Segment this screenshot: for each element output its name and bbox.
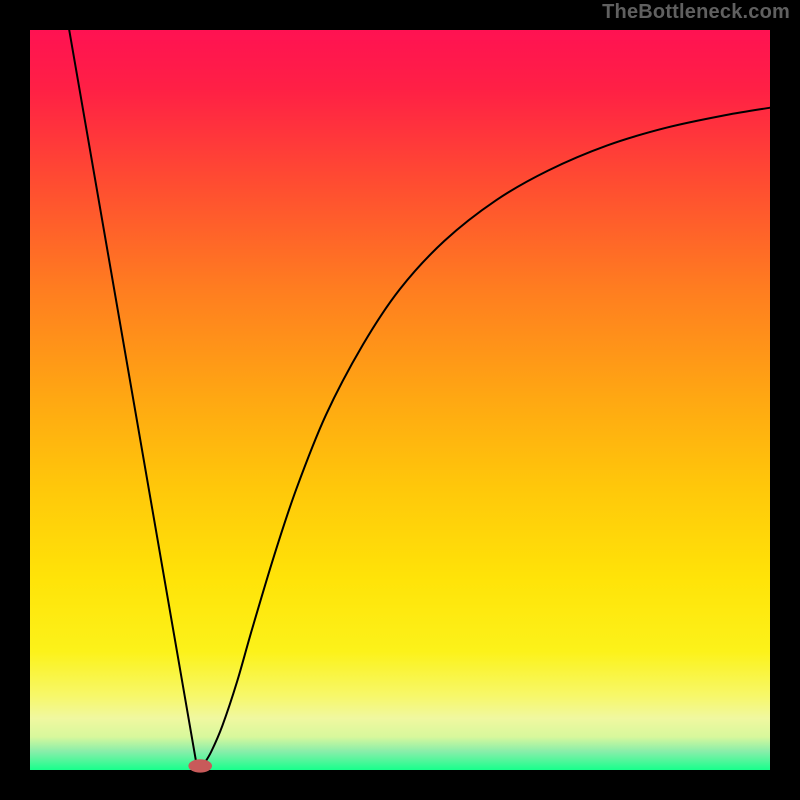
bottleneck-chart	[0, 0, 800, 800]
chart-container: TheBottleneck.com	[0, 0, 800, 800]
bottleneck-marker	[188, 759, 212, 772]
plot-area	[30, 30, 770, 770]
watermark-text: TheBottleneck.com	[602, 1, 790, 24]
